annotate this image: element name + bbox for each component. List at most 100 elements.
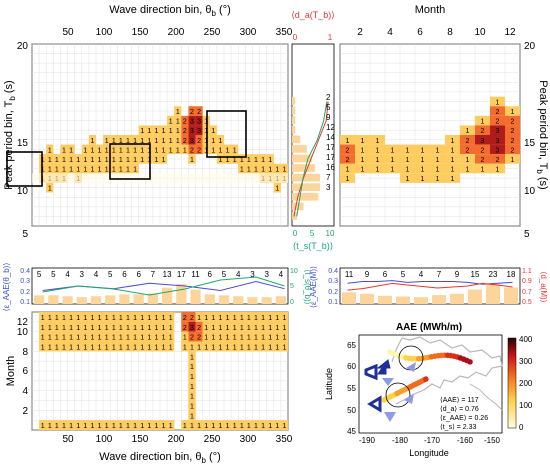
cell-label: 1 — [233, 344, 237, 351]
count-label: 5 — [51, 270, 56, 279]
cell-label: 1 — [105, 138, 109, 145]
y-tick: 5 — [22, 229, 28, 240]
cell-label: 1 — [436, 157, 440, 164]
heatmap-cell — [124, 173, 132, 183]
heatmap-cell — [181, 341, 189, 352]
cell-label: 1 — [126, 335, 130, 342]
heatmap-cell — [355, 163, 370, 174]
heatmap-cell — [117, 331, 125, 342]
heatmap-cell — [460, 125, 475, 135]
cell-label: 1 — [154, 128, 158, 135]
heatmap-cell — [138, 173, 146, 183]
heatmap-cell — [188, 380, 196, 391]
bar — [432, 295, 446, 304]
grid — [339, 43, 521, 227]
heatmap-cell — [195, 125, 203, 135]
cell-label: 2 — [197, 109, 201, 116]
heatmap-cell — [340, 163, 355, 174]
cell-label: 1 — [361, 138, 365, 145]
heatmap-cell — [181, 144, 189, 155]
heatmap-cell — [138, 321, 146, 332]
cell-label: 1 — [119, 423, 123, 430]
cell-label: 1 — [169, 344, 173, 351]
heatmap-cell — [252, 312, 260, 322]
panel-month-period: 1221111111111111111111111111111111221112… — [339, 4, 549, 240]
count-label: 12 — [326, 123, 335, 132]
cell-label: 1 — [496, 167, 500, 174]
cell-label: 1 — [204, 335, 208, 342]
cell-label: 2 — [197, 147, 201, 154]
heatmap-cell — [160, 135, 168, 145]
map-y-ticks: 45 50 55 60 65 — [347, 341, 356, 436]
x-tick: -190 — [359, 436, 376, 445]
heatmap-cell — [60, 312, 68, 322]
heatmap-cell — [117, 341, 125, 352]
cell-label: 1 — [240, 344, 244, 351]
heatmap-cell — [46, 321, 54, 332]
heatmap-cell — [273, 331, 281, 342]
x-tick: 350 — [276, 434, 293, 445]
cell-label: 1 — [126, 147, 130, 154]
cell-label: 1 — [240, 335, 244, 342]
heatmap-cell — [231, 321, 239, 332]
heatmap-cell — [124, 144, 132, 155]
heatmap-cell — [110, 341, 118, 352]
bar — [162, 287, 173, 304]
cell-label: 1 — [466, 128, 470, 135]
heatmap-cell — [152, 135, 160, 145]
cell-label: 1 — [147, 335, 151, 342]
cell-label: 1 — [268, 315, 272, 322]
heatmap-cell — [167, 331, 175, 342]
heatmap-cell — [124, 341, 132, 352]
cell-label: 1 — [55, 335, 59, 342]
series-line-da — [347, 282, 513, 291]
heatmap-cell — [181, 125, 189, 135]
cell-label: 1 — [126, 344, 130, 351]
heatmap-cell — [505, 154, 520, 164]
cell-label: 1 — [76, 335, 80, 342]
cell-label: 1 — [436, 176, 440, 183]
cell-label: 1 — [76, 167, 80, 174]
bar — [292, 97, 296, 105]
cell-label: 1 — [162, 344, 166, 351]
heatmap-cell — [505, 125, 520, 135]
heatmap-cell — [160, 173, 168, 183]
heatmap-cell — [430, 163, 445, 174]
heatmap-cell — [60, 420, 68, 430]
cell-label: 1 — [247, 157, 251, 164]
heatmap-cell — [138, 331, 146, 342]
cell-label: 1 — [48, 325, 52, 332]
cell-label: 1 — [218, 423, 222, 430]
cell-label: 1 — [112, 335, 116, 342]
cell-label: 1 — [90, 344, 94, 351]
heatmap-cell — [266, 154, 274, 164]
y-tick: 4 — [22, 386, 28, 397]
cell-label: 1 — [119, 167, 123, 174]
count-label: 6 — [383, 270, 388, 279]
cell-label: 1 — [261, 167, 265, 174]
heatmap-cell — [231, 341, 239, 352]
heatmap-cell — [209, 173, 217, 183]
heatmap-cell — [174, 144, 182, 155]
heatmap-cell — [209, 144, 217, 155]
cell-label: 1 — [261, 325, 265, 332]
bar — [133, 294, 144, 304]
heatmap-cell — [252, 331, 260, 342]
heatmap-cell — [370, 163, 385, 174]
heatmap-cell — [88, 163, 96, 174]
cell-label: 1 — [90, 335, 94, 342]
heatmap-cell — [245, 154, 253, 164]
count-labels: 11 9 6 5 4 7 9 15 23 18 — [345, 270, 516, 279]
cell-label: 1 — [62, 335, 66, 342]
heatmap-cell — [273, 321, 281, 332]
heatmap-cell — [181, 321, 189, 332]
heatmap-cell — [124, 135, 132, 145]
heatmap-cell — [60, 341, 68, 352]
cell-label: 1 — [162, 138, 166, 145]
heatmap-cell — [273, 182, 281, 193]
heatmap-cell — [188, 351, 196, 362]
count-label: 14 — [326, 133, 335, 142]
x-ticks-top: 2 4 6 8 10 12 — [357, 27, 516, 38]
bar — [292, 135, 301, 144]
cell-label: 2 — [183, 138, 187, 145]
